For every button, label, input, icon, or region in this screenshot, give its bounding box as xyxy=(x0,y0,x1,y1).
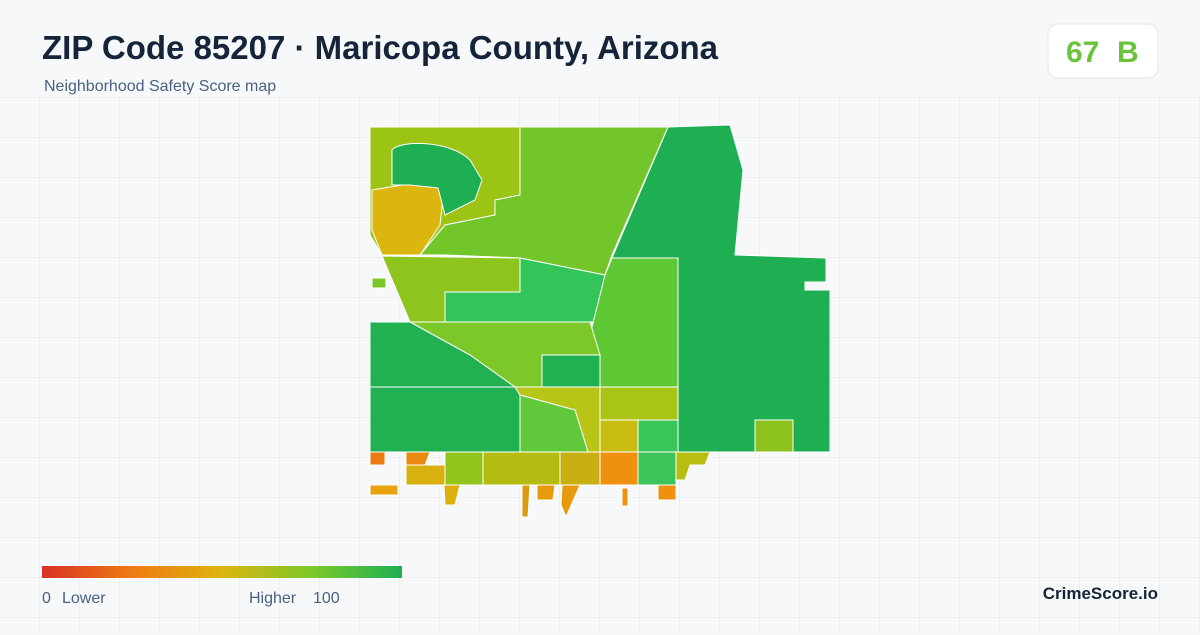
area xyxy=(637,451,677,486)
area xyxy=(637,419,679,453)
area xyxy=(599,386,679,421)
legend-scale xyxy=(42,566,402,578)
area xyxy=(621,487,629,507)
area xyxy=(443,484,461,506)
zip-map xyxy=(369,124,831,519)
area xyxy=(369,484,399,496)
area xyxy=(559,451,601,486)
area xyxy=(541,354,601,388)
area xyxy=(599,419,639,453)
subtitle: Neighborhood Safety Score map xyxy=(44,78,276,95)
score-value: 67 xyxy=(1066,36,1099,69)
area xyxy=(369,386,521,453)
area xyxy=(675,451,711,481)
area xyxy=(536,484,556,501)
legend-max: 100 xyxy=(313,590,340,607)
area xyxy=(405,464,446,486)
score-badge: 67 B xyxy=(1047,23,1159,79)
legend-max-label: Higher xyxy=(249,590,297,607)
area xyxy=(657,484,677,501)
brand: CrimeScore.io xyxy=(1043,584,1158,603)
area xyxy=(560,484,581,519)
area xyxy=(482,451,561,486)
area xyxy=(369,451,386,466)
area xyxy=(418,126,669,276)
score-box xyxy=(1047,23,1159,79)
title: ZIP Code 85207 · Maricopa County, Arizon… xyxy=(42,29,719,66)
area xyxy=(444,451,484,486)
area xyxy=(371,277,387,289)
area xyxy=(391,142,483,216)
area xyxy=(521,484,531,518)
legend: 0 Lower Higher 100 xyxy=(42,566,402,607)
area xyxy=(599,451,639,486)
legend-min: 0 xyxy=(42,590,51,607)
score-grade: B xyxy=(1117,36,1139,69)
legend-min-label: Lower xyxy=(62,590,106,607)
area xyxy=(369,321,517,388)
area xyxy=(754,419,794,453)
